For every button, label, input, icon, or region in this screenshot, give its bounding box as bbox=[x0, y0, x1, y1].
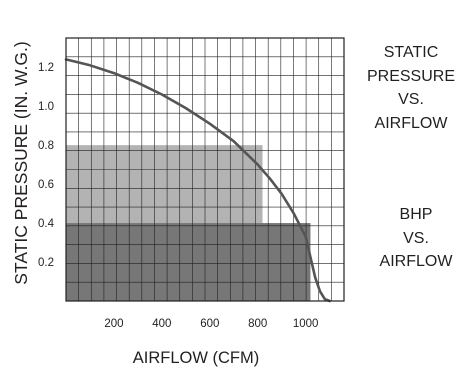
x-axis-label: AIRFLOW (CFM) bbox=[133, 349, 259, 367]
bhp-label-line: AIRFLOW bbox=[379, 253, 453, 270]
bhp-label-line: BHP bbox=[399, 206, 433, 223]
static-pressure-vs-airflow-label: STATIC PRESSURE VS. AIRFLOW bbox=[352, 41, 470, 135]
x-tick-labels: 200 400 600 800 1000 bbox=[104, 318, 318, 330]
x-tick-label: 400 bbox=[152, 318, 171, 330]
y-axis-label: STATIC PRESSURE (IN. W.G.) bbox=[11, 41, 31, 284]
y-tick-labels: 0.2 0.4 0.6 0.8 1.0 1.2 bbox=[38, 62, 55, 269]
y-tick-label: 0.2 bbox=[38, 257, 54, 269]
curve-layer bbox=[64, 58, 331, 303]
y-tick-label: 0.4 bbox=[38, 218, 55, 230]
x-tick-label: 600 bbox=[200, 318, 219, 330]
y-tick-label: 0.8 bbox=[38, 140, 54, 152]
y-tick-label: 1.2 bbox=[38, 62, 54, 74]
bhp-region bbox=[66, 223, 311, 301]
bhp-vs-airflow-label: BHP VS. AIRFLOW bbox=[360, 203, 472, 274]
chart-grid bbox=[66, 38, 344, 301]
static-label-line: STATIC bbox=[383, 44, 439, 61]
x-tick-label: 800 bbox=[248, 318, 267, 330]
y-tick-label: 0.6 bbox=[38, 179, 54, 191]
shaded-regions bbox=[66, 145, 311, 301]
static-label-line: AIRFLOW bbox=[374, 114, 448, 132]
static-pressure-curve bbox=[64, 58, 331, 303]
static-label-line: VS. bbox=[398, 91, 424, 108]
y-tick-label: 1.0 bbox=[38, 101, 54, 113]
x-tick-label: 200 bbox=[104, 318, 123, 330]
plot-border bbox=[65, 37, 345, 302]
static-label-line: PRESSURE bbox=[366, 67, 456, 85]
x-tick-label: 1000 bbox=[293, 318, 319, 330]
bhp-label-line: VS. bbox=[403, 229, 429, 247]
